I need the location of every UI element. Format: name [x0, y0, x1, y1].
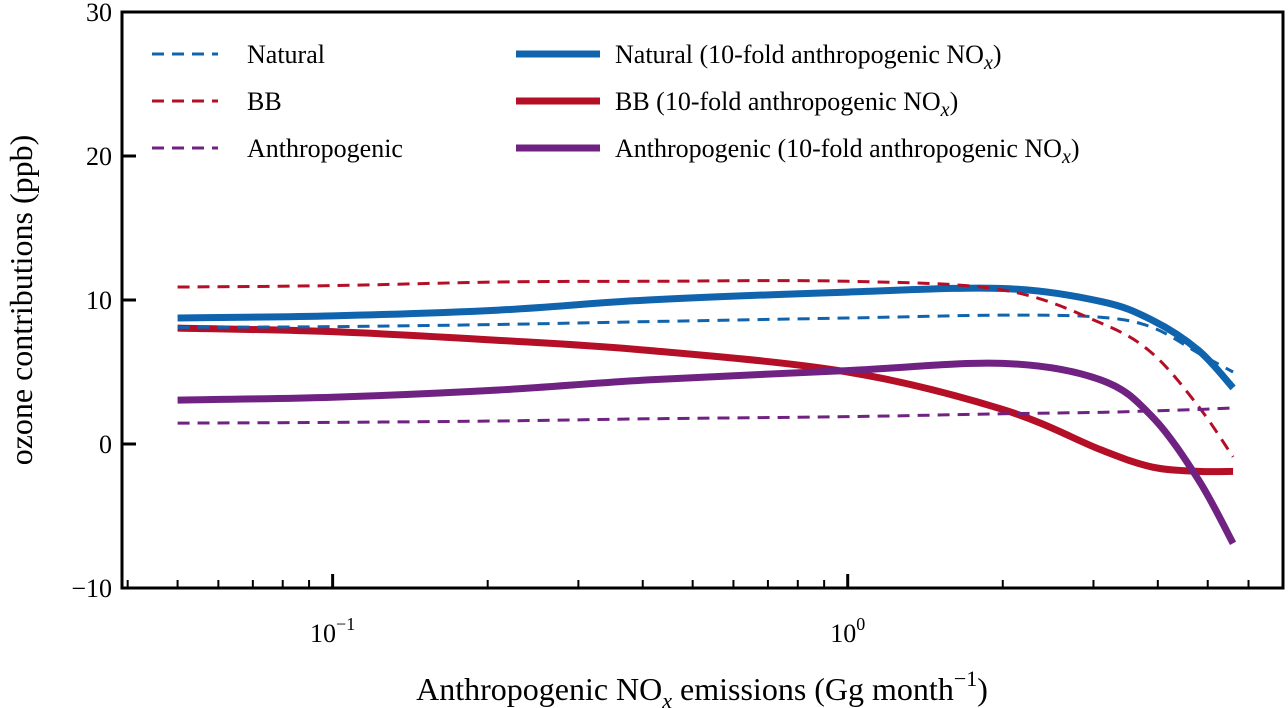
legend-label: BB (10-fold anthropogenic NOx) [615, 87, 958, 121]
y-tick-label: 10 [86, 286, 112, 315]
series-line-bb-dashed [177, 279, 1235, 458]
y-axis-title: ozone contributions (ppb) [3, 135, 39, 466]
legend-label: Anthropogenic [247, 134, 403, 163]
series-lines [177, 279, 1237, 546]
legend-label: Natural [247, 40, 325, 69]
x-tick-label: 10−1 [310, 614, 355, 648]
series-line-natural-solid [177, 284, 1236, 391]
series-line-anthropogenic-solid [177, 359, 1237, 546]
series-line-natural-dashed [177, 313, 1234, 374]
y-tick-label: 0 [99, 430, 112, 459]
axis-ticks: −10 0 10 20 30 10−1 100 [71, 0, 1284, 648]
legend-label: Anthropogenic (10-fold anthropogenic NOx… [615, 134, 1080, 168]
series-line-anthropogenic-dashed [177, 406, 1234, 425]
y-tick-label: 20 [86, 142, 112, 171]
legend-label: BB [247, 87, 282, 116]
y-tick-label: −10 [71, 574, 112, 603]
x-tick-label: 100 [830, 614, 865, 648]
legend-label: Natural (10-fold anthropogenic NOx) [615, 40, 1002, 74]
y-tick-label: 30 [86, 0, 112, 27]
x-axis-title: Anthropogenic NOx emissions (Gg month−1) [416, 666, 988, 708]
legend: Natural BB Anthropogenic Natural (10-fold a… [152, 40, 1080, 168]
